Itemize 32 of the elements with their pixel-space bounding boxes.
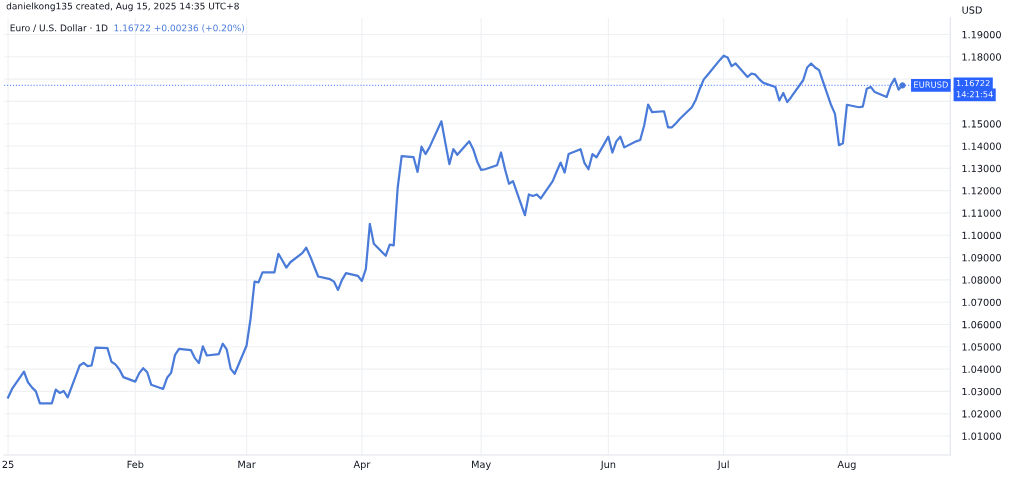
y-tick-label: 1.04000 [962, 365, 1001, 373]
x-tick-label: 25 [2, 460, 14, 469]
x-tick-label: Aug [837, 460, 856, 470]
text: 14:21:54 [956, 91, 993, 98]
text: danielkong135 created, Aug 15, 2025 14:35 UTC+8 [6, 2, 239, 12]
x-tick-label: Feb [127, 460, 144, 469]
y-tick-label: 1.07000 [962, 298, 1001, 307]
y-tick-label: 1.19000 [962, 30, 1001, 39]
y-tick-label: 1.11000 [962, 209, 1001, 217]
x-tick-label: Jul [717, 460, 729, 470]
y-tick-label: 1.18000 [962, 53, 1001, 61]
y-tick-label: 1.13000 [962, 164, 1001, 173]
y-tick-label: 1.15000 [962, 120, 1001, 128]
y-tick-label: 1.02000 [962, 410, 1001, 418]
text: Euro / U.S. Dollar · 1D [10, 24, 108, 33]
y-axis-title: USD [962, 6, 982, 14]
y-tick-label: 1.14000 [962, 142, 1001, 150]
y-tick-label: 1.09000 [962, 254, 1001, 262]
x-tick-label: Apr [353, 460, 371, 470]
y-tick-label: 1.08000 [962, 276, 1001, 284]
y-tick-label: 1.12000 [962, 187, 1001, 195]
y-tick-label: 1.10000 [962, 231, 1001, 240]
y-tick-label: 1.03000 [962, 387, 1001, 396]
y-tick-label: 1.06000 [962, 320, 1001, 329]
x-tick-label: Mar [238, 460, 256, 469]
x-tick-label: Jun [600, 460, 616, 470]
x-tick-label: May [472, 460, 491, 470]
y-tick-label: 1.05000 [962, 343, 1001, 351]
text: 1.16722 +0.00236 (+0.20%) [114, 24, 245, 33]
ref-line-label: EURUSD [914, 81, 948, 88]
text: 1.16722 [956, 79, 990, 87]
y-tick-label: 1.01000 [962, 432, 1001, 440]
